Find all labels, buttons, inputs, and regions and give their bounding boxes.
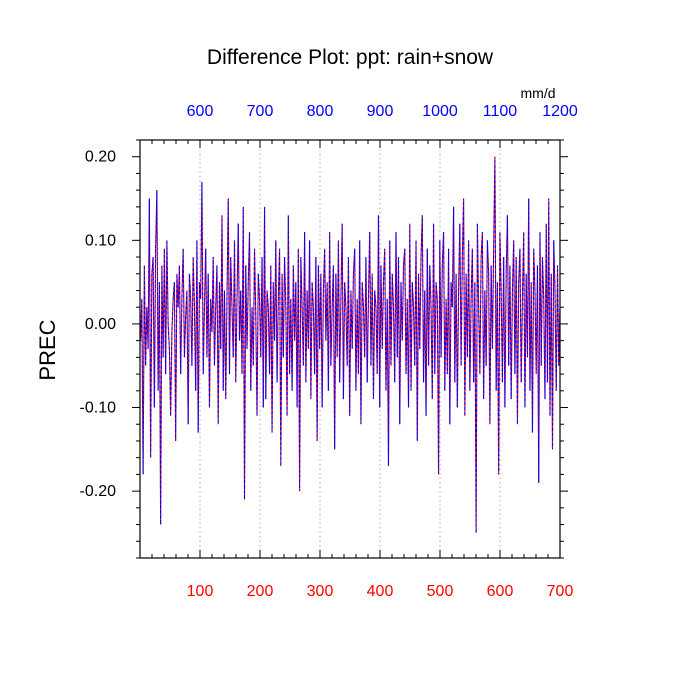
bottom-tick-label-600: 600 xyxy=(487,583,514,600)
bottom-tick-label-100: 100 xyxy=(187,583,214,600)
units-label: mm/d xyxy=(521,85,556,101)
y-tick-label-1: -0.10 xyxy=(80,400,117,417)
bottom-tick-label-300: 300 xyxy=(307,583,334,600)
plot-frame xyxy=(139,139,561,559)
y-axis-label: PREC xyxy=(35,319,60,380)
top-tick-label-800: 800 xyxy=(307,103,334,120)
series-line-blue xyxy=(140,156,561,533)
top-tick-label-1000: 1000 xyxy=(422,103,458,120)
top-tick-label-600: 600 xyxy=(187,103,214,120)
y-tick-label-0: -0.20 xyxy=(80,483,117,500)
top-tick-label-1200: 1200 xyxy=(542,103,578,120)
axis-tick-labels: 100 200 300 400 500 600 700 600 700 800 900 1000 110… xyxy=(80,103,578,600)
bottom-tick-label-400: 400 xyxy=(367,583,394,600)
bottom-tick-label-200: 200 xyxy=(247,583,274,600)
top-tick-label-700: 700 xyxy=(247,103,274,120)
bottom-tick-label-700: 700 xyxy=(547,583,574,600)
chart-title: Difference Plot: ppt: rain+snow xyxy=(207,46,494,69)
top-tick-label-900: 900 xyxy=(367,103,394,120)
y-tick-label-4: 0.20 xyxy=(85,149,116,166)
top-tick-label-1100: 1100 xyxy=(483,103,518,120)
y-tick-label-3: 0.10 xyxy=(85,232,116,249)
data-series-group xyxy=(140,156,561,533)
y-tick-label-2: 0.00 xyxy=(85,316,116,333)
bottom-tick-label-500: 500 xyxy=(427,583,454,600)
